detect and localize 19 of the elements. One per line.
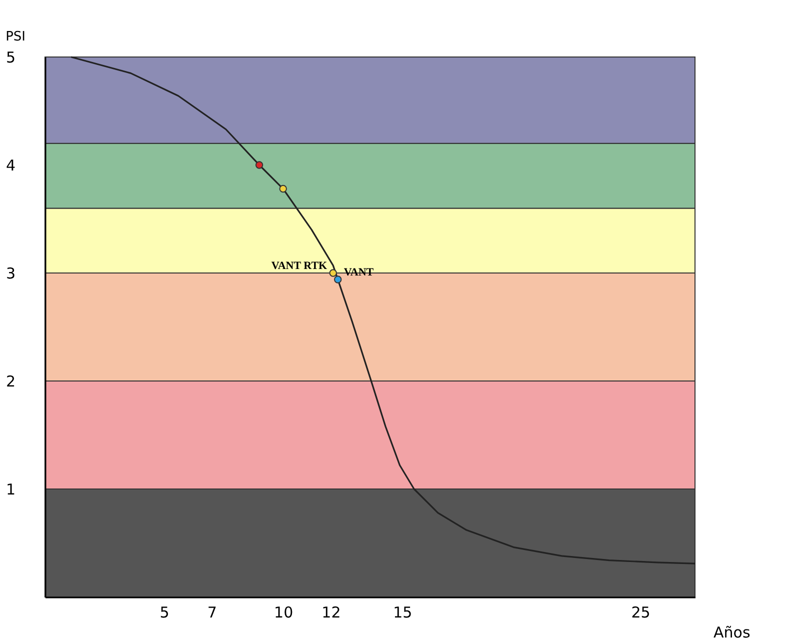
y-tick-label: 2	[6, 372, 16, 390]
x-tick-label: 5	[160, 604, 170, 622]
x-tick-label: 12	[322, 604, 341, 622]
point	[255, 161, 264, 169]
x-tick-label: 25	[631, 604, 650, 622]
y-tick-label: 5	[6, 48, 16, 66]
line-series	[70, 56, 696, 564]
y-tick-label: 3	[6, 264, 16, 282]
x-tick-label: 7	[207, 604, 217, 622]
x-axis-title: Años	[714, 624, 750, 642]
x-tick-label: 15	[393, 604, 412, 622]
annotation: VANT RTK	[271, 260, 328, 272]
point	[329, 269, 337, 277]
y-axis-title: PSI	[6, 30, 26, 44]
point	[334, 276, 342, 284]
y-tick-label: 1	[6, 480, 16, 498]
point	[279, 184, 287, 193]
x-tick-label: 10	[274, 604, 294, 622]
y-tick-label: 4	[6, 156, 16, 174]
